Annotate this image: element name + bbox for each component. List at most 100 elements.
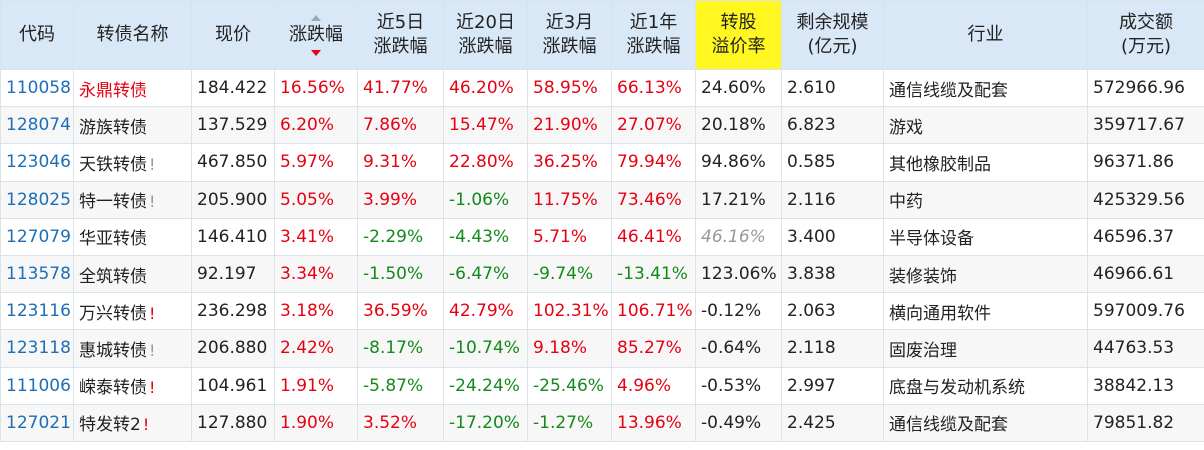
- chg3m-value: -9.74%: [533, 264, 594, 285]
- column-header-price[interactable]: 现价: [191, 0, 275, 70]
- cell-code[interactable]: 110058: [0, 68, 74, 108]
- warning-icon[interactable]: !: [142, 415, 150, 435]
- column-header-amount[interactable]: 成交额 (万元): [1087, 0, 1204, 70]
- name-value[interactable]: 嵘泰转债: [79, 378, 147, 399]
- cell-name[interactable]: 特发转2!: [73, 403, 192, 442]
- amount-value: 425329.56: [1093, 189, 1185, 210]
- column-header-chg3m[interactable]: 近3月涨跌幅: [527, 0, 612, 70]
- code-value[interactable]: 127079: [6, 226, 71, 247]
- name-value[interactable]: 全筑转债: [79, 266, 147, 287]
- warning-icon[interactable]: !: [149, 340, 156, 360]
- table-row[interactable]: 127079 华亚转债 146.410 3.41% -2.29% -4.43% 5.71% 4…: [0, 217, 1204, 256]
- name-value[interactable]: 游族转债: [79, 117, 147, 138]
- warning-icon[interactable]: !: [149, 192, 156, 212]
- name-value[interactable]: 惠城转债: [79, 340, 147, 361]
- cell-code[interactable]: 128074: [0, 106, 74, 145]
- cell-name[interactable]: 特一转债!: [73, 180, 192, 219]
- column-header-code[interactable]: 代码: [0, 0, 74, 70]
- cell-name[interactable]: 全筑转债: [73, 254, 192, 294]
- cell-amount: 597009.76: [1087, 292, 1204, 331]
- column-header-label: 近3月: [545, 12, 594, 33]
- code-value[interactable]: 128025: [6, 189, 71, 210]
- price-value: 467.850: [197, 152, 268, 173]
- cell-chg5d: 3.99%: [357, 180, 444, 219]
- cell-chg: 3.18%: [274, 292, 358, 331]
- cell-name[interactable]: 惠城转债!: [73, 329, 192, 368]
- cell-amount: 572966.96: [1087, 68, 1204, 108]
- cell-chg20d: 42.79%: [443, 292, 528, 331]
- amount-value: 79851.82: [1093, 412, 1175, 433]
- column-header-name[interactable]: 转债名称: [73, 0, 192, 70]
- column-header-chg20d[interactable]: 近20日 涨跌幅: [443, 0, 528, 70]
- warning-icon[interactable]: !: [149, 303, 156, 323]
- name-value[interactable]: 万兴转债: [79, 303, 147, 324]
- premium-value: 94.86%: [701, 152, 766, 173]
- chg5d-value: 36.59%: [363, 301, 428, 322]
- table-row[interactable]: 127021 特发转2! 127.880 1.90% 3.52% -17.20% -1.27…: [0, 403, 1204, 442]
- cell-code[interactable]: 111006: [0, 366, 74, 405]
- cell-code[interactable]: 123116: [0, 292, 74, 331]
- cell-scale: 3.838: [781, 254, 884, 294]
- column-header-label: 涨跌幅: [542, 36, 597, 57]
- cell-name[interactable]: 华亚转债: [73, 217, 192, 256]
- name-value[interactable]: 华亚转债: [79, 229, 147, 250]
- cell-price: 467.850: [191, 143, 275, 182]
- warning-icon[interactable]: !: [149, 154, 156, 174]
- column-header-industry[interactable]: 行业: [883, 0, 1088, 70]
- column-header-chg5d[interactable]: 近5日 涨跌幅: [357, 0, 444, 70]
- chg3m-value: 5.71%: [533, 226, 588, 247]
- name-value[interactable]: 特一转债: [79, 192, 147, 213]
- column-header-label: 涨跌幅: [458, 36, 513, 57]
- table-row[interactable]: 111006 嵘泰转债! 104.961 1.91% -5.87% -24.24% -25.…: [0, 366, 1204, 405]
- table-row[interactable]: 123118 惠城转债! 206.880 2.42% -8.17% -10.74% 9.18…: [0, 329, 1204, 368]
- name-value[interactable]: 特发转2: [79, 415, 141, 436]
- column-header-label: (万元): [1120, 36, 1172, 57]
- code-value[interactable]: 110058: [6, 78, 71, 99]
- code-value[interactable]: 123118: [6, 338, 71, 359]
- table-row[interactable]: 110058 永鼎转债 184.422 16.56% 41.77% 46.20% 58.95…: [0, 68, 1204, 108]
- column-header-premium[interactable]: 转股 溢价率: [695, 0, 782, 70]
- cell-name[interactable]: 游族转债: [73, 106, 192, 145]
- name-value[interactable]: 永鼎转债: [79, 80, 147, 101]
- code-value[interactable]: 123046: [6, 152, 71, 173]
- cell-name[interactable]: 万兴转债!: [73, 292, 192, 331]
- table-row[interactable]: 123046 天铁转债! 467.850 5.97% 9.31% 22.80% 36.25%…: [0, 143, 1204, 182]
- cell-code[interactable]: 127021: [0, 403, 74, 442]
- table-row[interactable]: 128074 游族转债 137.529 6.20% 7.86% 15.47% 21.90% 2…: [0, 106, 1204, 145]
- cell-name[interactable]: 天铁转债!: [73, 143, 192, 182]
- cell-code[interactable]: 127079: [0, 217, 74, 256]
- table-row[interactable]: 123116 万兴转债! 236.298 3.18% 36.59% 42.79% 102.3…: [0, 292, 1204, 331]
- code-value[interactable]: 128074: [6, 115, 71, 136]
- chg20d-value: -1.06%: [449, 189, 510, 210]
- column-header-scale[interactable]: 剩余规模 (亿元): [781, 0, 884, 70]
- cell-code[interactable]: 123118: [0, 329, 74, 368]
- cell-scale: 2.116: [781, 180, 884, 219]
- industry-value: 固废治理: [889, 340, 957, 361]
- cell-industry: 固废治理: [883, 329, 1088, 368]
- price-value: 236.298: [197, 301, 268, 322]
- cell-chg20d: 22.80%: [443, 143, 528, 182]
- cell-code[interactable]: 113578: [0, 254, 74, 294]
- code-value[interactable]: 123116: [6, 301, 71, 322]
- amount-value: 38842.13: [1093, 375, 1175, 396]
- price-value: 184.422: [197, 78, 268, 99]
- chg-value: 3.18%: [280, 301, 335, 322]
- warning-icon[interactable]: !: [149, 378, 156, 398]
- code-value[interactable]: 111006: [6, 375, 71, 396]
- column-header-chg[interactable]: 涨跌幅: [274, 0, 358, 70]
- sort-ascending-icon[interactable]: [311, 15, 321, 21]
- cell-name[interactable]: 嵘泰转债!: [73, 366, 192, 405]
- cell-code[interactable]: 123046: [0, 143, 74, 182]
- table-row[interactable]: 128025 特一转债! 205.900 5.05% 3.99% -1.06% 11.75%…: [0, 180, 1204, 219]
- premium-value: -0.64%: [701, 338, 762, 359]
- code-value[interactable]: 127021: [6, 412, 71, 433]
- cell-code[interactable]: 128025: [0, 180, 74, 219]
- price-value: 104.961: [197, 375, 268, 396]
- column-header-chg1y[interactable]: 近1年 涨跌幅: [611, 0, 696, 70]
- sort-descending-icon[interactable]: [311, 50, 321, 56]
- cell-name[interactable]: 永鼎转债: [73, 68, 192, 108]
- code-value[interactable]: 113578: [6, 264, 71, 285]
- name-value[interactable]: 天铁转债: [79, 154, 147, 175]
- table-row[interactable]: 113578 全筑转债 92.197 3.34% -1.50% -6.47% -9.74% -…: [0, 254, 1204, 294]
